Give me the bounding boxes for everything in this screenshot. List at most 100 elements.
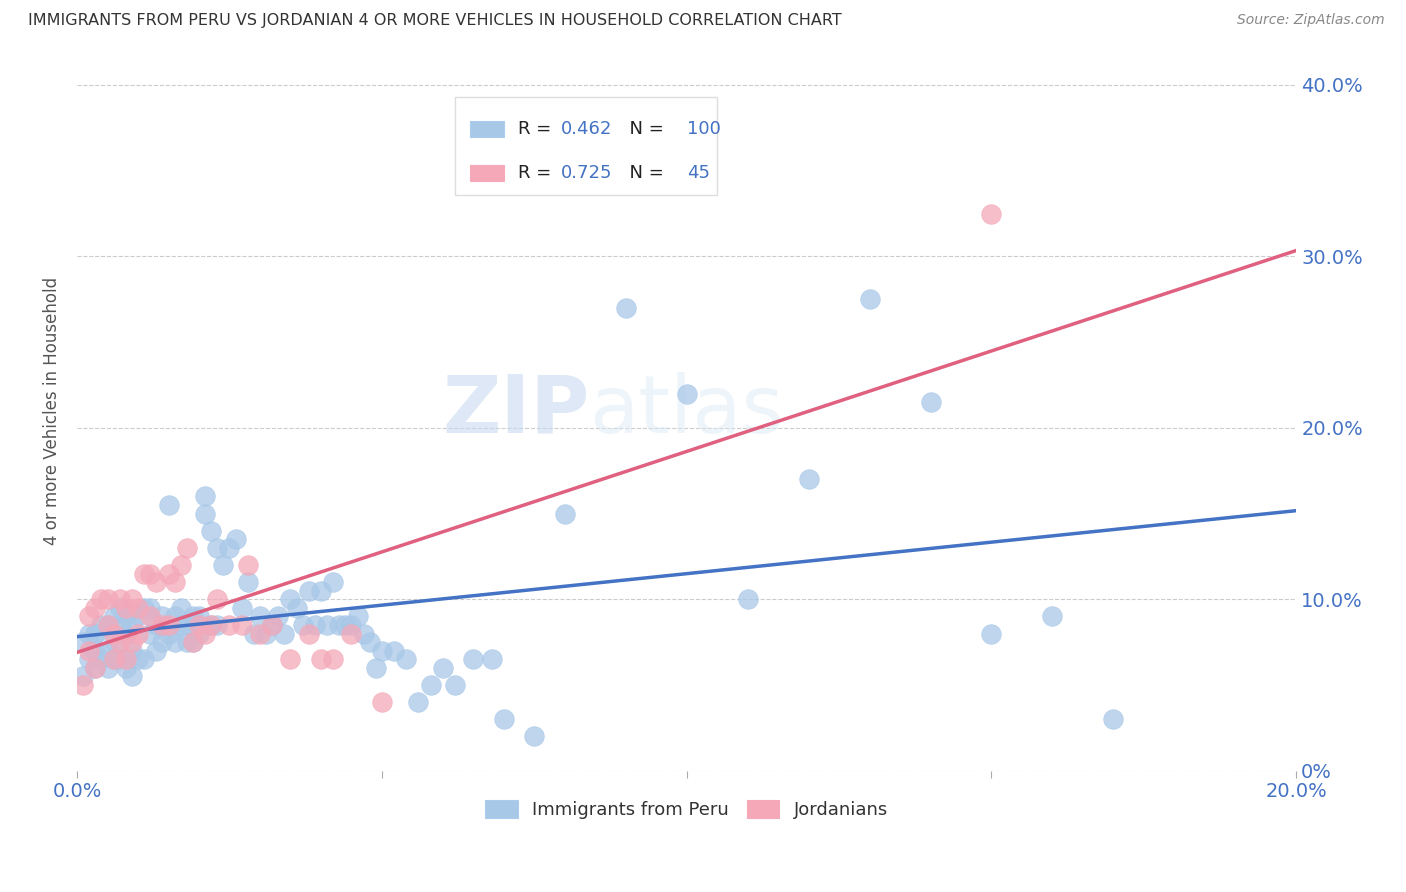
Point bbox=[194, 626, 217, 640]
Point bbox=[97, 618, 120, 632]
Text: N =: N = bbox=[619, 120, 669, 137]
Point bbox=[121, 618, 143, 632]
Point bbox=[115, 652, 138, 666]
Point bbox=[97, 592, 120, 607]
Point bbox=[72, 678, 94, 692]
Point bbox=[291, 618, 314, 632]
Text: 0.462: 0.462 bbox=[561, 120, 613, 137]
Point bbox=[737, 592, 759, 607]
Point bbox=[188, 609, 211, 624]
Point bbox=[163, 575, 186, 590]
Point bbox=[200, 618, 222, 632]
Point bbox=[163, 609, 186, 624]
Point bbox=[152, 635, 174, 649]
Point bbox=[382, 643, 405, 657]
FancyBboxPatch shape bbox=[456, 97, 717, 194]
Point bbox=[212, 558, 235, 572]
Point bbox=[97, 661, 120, 675]
Point bbox=[103, 652, 125, 666]
Text: 45: 45 bbox=[686, 164, 710, 182]
Point bbox=[139, 609, 162, 624]
Point bbox=[115, 626, 138, 640]
Point bbox=[134, 652, 156, 666]
Point bbox=[181, 609, 204, 624]
Point bbox=[920, 395, 942, 409]
Point bbox=[103, 635, 125, 649]
Point bbox=[139, 600, 162, 615]
Point bbox=[139, 566, 162, 581]
Point bbox=[108, 600, 131, 615]
Point bbox=[121, 643, 143, 657]
Point bbox=[176, 541, 198, 555]
Point bbox=[157, 498, 180, 512]
Point bbox=[262, 618, 284, 632]
Point bbox=[614, 301, 637, 315]
Point bbox=[395, 652, 418, 666]
Point bbox=[419, 678, 441, 692]
Point bbox=[309, 652, 332, 666]
Point bbox=[353, 626, 375, 640]
Point bbox=[170, 558, 193, 572]
Point bbox=[1042, 609, 1064, 624]
Point bbox=[207, 592, 229, 607]
Point bbox=[108, 618, 131, 632]
Point bbox=[194, 507, 217, 521]
Point bbox=[84, 626, 107, 640]
Point bbox=[84, 661, 107, 675]
Point bbox=[980, 626, 1002, 640]
Legend: Immigrants from Peru, Jordanians: Immigrants from Peru, Jordanians bbox=[478, 793, 896, 827]
Point bbox=[523, 730, 546, 744]
Point bbox=[371, 695, 394, 709]
Point bbox=[72, 635, 94, 649]
Point bbox=[194, 490, 217, 504]
Point bbox=[90, 652, 112, 666]
Point bbox=[108, 635, 131, 649]
Point bbox=[218, 618, 240, 632]
Text: R =: R = bbox=[519, 120, 557, 137]
Point bbox=[236, 558, 259, 572]
Point bbox=[72, 669, 94, 683]
Point bbox=[176, 635, 198, 649]
Point bbox=[145, 618, 167, 632]
Point bbox=[408, 695, 430, 709]
Point bbox=[218, 541, 240, 555]
Point bbox=[108, 652, 131, 666]
Y-axis label: 4 or more Vehicles in Household: 4 or more Vehicles in Household bbox=[44, 277, 60, 545]
Point bbox=[346, 609, 368, 624]
Point bbox=[127, 609, 149, 624]
Point bbox=[267, 609, 290, 624]
Point bbox=[858, 292, 880, 306]
Point bbox=[231, 618, 253, 632]
Point bbox=[84, 626, 107, 640]
Point bbox=[280, 652, 302, 666]
Point bbox=[79, 643, 101, 657]
Text: N =: N = bbox=[619, 164, 669, 182]
Point bbox=[170, 618, 193, 632]
Point bbox=[444, 678, 467, 692]
Point bbox=[231, 600, 253, 615]
Point bbox=[200, 618, 222, 632]
Point bbox=[90, 592, 112, 607]
Point bbox=[1102, 712, 1125, 726]
Point bbox=[84, 661, 107, 675]
Point bbox=[371, 643, 394, 657]
Point bbox=[236, 575, 259, 590]
Text: R =: R = bbox=[519, 164, 557, 182]
Point bbox=[554, 507, 576, 521]
Point bbox=[181, 635, 204, 649]
Point bbox=[157, 618, 180, 632]
Text: 0.725: 0.725 bbox=[561, 164, 613, 182]
Point bbox=[335, 618, 357, 632]
Point bbox=[134, 600, 156, 615]
Point bbox=[115, 609, 138, 624]
Point bbox=[309, 583, 332, 598]
Point bbox=[207, 618, 229, 632]
Point bbox=[243, 626, 266, 640]
Bar bbox=[470, 120, 503, 136]
Point bbox=[249, 609, 271, 624]
Point bbox=[298, 583, 321, 598]
Point bbox=[322, 575, 344, 590]
Point bbox=[79, 652, 101, 666]
Text: atlas: atlas bbox=[589, 372, 783, 450]
Point bbox=[340, 626, 363, 640]
